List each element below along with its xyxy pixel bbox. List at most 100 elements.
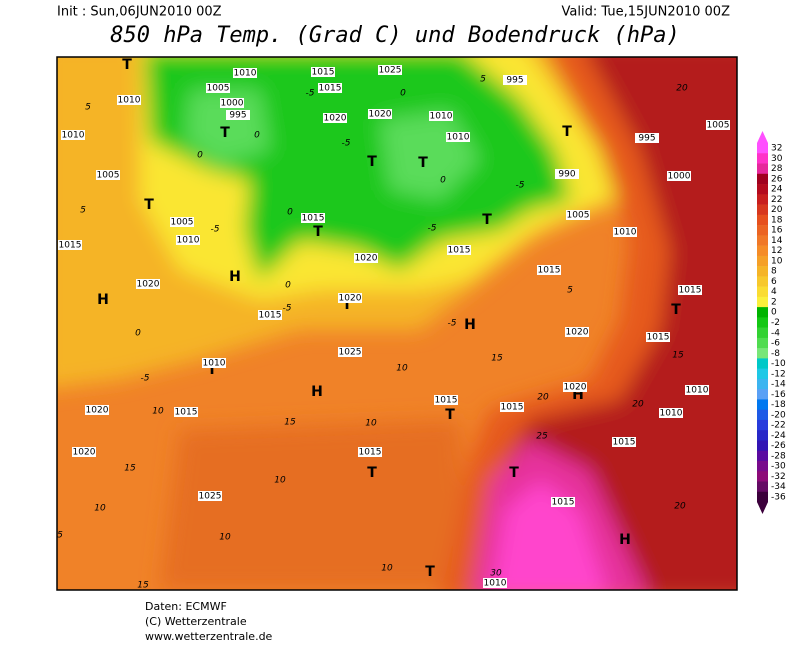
colorbar-top-arrow — [757, 131, 768, 143]
isobar-label-box — [503, 75, 527, 85]
colorbar-swatch — [757, 481, 768, 493]
isotherm-label: 5 — [57, 531, 63, 541]
colorbar-swatch — [757, 491, 768, 503]
isobar-label: 1010 — [430, 112, 453, 122]
colorbar-swatch — [757, 173, 768, 185]
pressure-center: H — [464, 317, 476, 333]
isobar-label-box — [646, 332, 670, 342]
isotherm-label: 25 — [536, 432, 548, 442]
isobar-label: 1000 — [668, 172, 691, 182]
isobar-label-box — [500, 402, 524, 412]
colorbar-swatch — [757, 440, 768, 452]
isobar-label-box — [447, 245, 471, 255]
isobar-label: 1020 — [369, 110, 392, 120]
isotherm-label: -5 — [283, 304, 292, 314]
colorbar-swatch — [757, 430, 768, 441]
isobar-label-box — [613, 227, 637, 237]
pressure-center: T — [562, 124, 572, 140]
isobar-label: 1020 — [324, 114, 347, 124]
isobar-label: 1010 — [614, 228, 637, 238]
isobar-label-box — [537, 265, 561, 275]
isobar-label: 1005 — [707, 121, 730, 131]
isobar-label-box — [170, 217, 194, 227]
colorbar-label: 22 — [771, 195, 782, 205]
isobar-label-box — [338, 347, 362, 357]
isobar-label-box — [551, 497, 575, 507]
isobar-label: 1015 — [679, 286, 702, 296]
isobar-label: 1015 — [319, 84, 342, 94]
isobar-label-box — [202, 358, 226, 368]
isotherm-label: 10 — [274, 476, 286, 486]
isobar-label-box — [85, 405, 109, 415]
isobar-label: 1015 — [359, 448, 382, 458]
colorbar-swatch — [757, 399, 768, 410]
isotherm-label: 10 — [219, 533, 231, 543]
isotherm-label: -5 — [141, 374, 150, 384]
isobar-label-box — [61, 130, 85, 140]
map-field — [57, 57, 737, 590]
isobar-label: 1005 — [567, 211, 590, 221]
isobar-label-box — [434, 395, 458, 405]
isotherm-label: -5 — [306, 89, 315, 99]
pressure-center: T — [671, 302, 681, 318]
isobar-label: 1020 — [137, 280, 160, 290]
colorbar-swatch — [757, 471, 768, 482]
colorbar-label: 18 — [771, 215, 783, 225]
isobar-label: 1025 — [339, 348, 362, 358]
footer-source: Daten: ECMWF — [145, 600, 227, 613]
colorbar-label: -6 — [771, 339, 780, 349]
colorbar-swatch — [757, 307, 768, 318]
isotherm-label: 0 — [285, 281, 291, 291]
isobar-label-box — [233, 68, 257, 78]
isobar-label-box — [635, 133, 659, 143]
colorbar-label: -16 — [771, 390, 786, 400]
pressure-center: T — [144, 197, 154, 213]
colorbar: 32302826242220181614121086420-2-4-6-8-10… — [757, 131, 786, 514]
init-time: Init : Sun,06JUN2010 00Z — [57, 5, 222, 20]
isobar-label: 1010 — [234, 69, 257, 79]
colorbar-swatch — [757, 389, 768, 400]
isotherm-label: 10 — [94, 504, 106, 514]
colorbar-label: -24 — [771, 431, 786, 441]
isobar-label-box — [429, 111, 453, 121]
colorbar-label: 14 — [771, 236, 783, 246]
isotherm-label: 0 — [287, 208, 293, 218]
colorbar-swatch — [757, 214, 768, 226]
isobar-label: 1020 — [355, 254, 378, 264]
isobar-label: 1020 — [73, 448, 96, 458]
isobar-label: 995 — [229, 111, 246, 121]
colorbar-label: 32 — [771, 144, 782, 154]
isobar-label-box — [311, 67, 335, 77]
isobar-label: 1015 — [448, 246, 471, 256]
colorbar-swatch — [757, 143, 768, 154]
isobar-label: 1020 — [564, 383, 587, 393]
colorbar-label: -2 — [771, 318, 780, 328]
isotherm-label: 20 — [674, 502, 686, 512]
isobar-label-box — [220, 98, 244, 108]
isobar-label: 1015 — [259, 311, 282, 321]
colorbar-swatch — [757, 266, 768, 277]
isobar-label-box — [555, 169, 579, 179]
isobar-label-box — [258, 310, 282, 320]
colorbar-swatch — [757, 296, 768, 308]
isobar-label: 1015 — [613, 438, 636, 448]
colorbar-swatch — [757, 204, 768, 216]
pressure-center: T — [367, 465, 377, 481]
colorbar-swatch — [757, 337, 768, 349]
colorbar-label: 2 — [771, 297, 777, 307]
isotherm-label: 5 — [85, 103, 91, 113]
isobar-label: 1025 — [199, 492, 222, 502]
pressure-center: H — [311, 384, 323, 400]
isotherm-label: 5 — [80, 206, 86, 216]
pressure-center: T — [207, 362, 217, 378]
pressure-center: H — [97, 292, 109, 308]
pressure-center: T — [220, 125, 230, 141]
isobar-label-box — [706, 120, 730, 130]
colorbar-label: 8 — [771, 267, 777, 277]
isobar-label-box — [72, 447, 96, 457]
pressure-center: T — [367, 154, 377, 170]
isotherm-label: 20 — [537, 393, 549, 403]
isotherm-label: 5 — [480, 75, 486, 85]
isotherm-label: 0 — [197, 151, 203, 161]
footer-url: www.wetterzentrale.de — [145, 630, 273, 643]
